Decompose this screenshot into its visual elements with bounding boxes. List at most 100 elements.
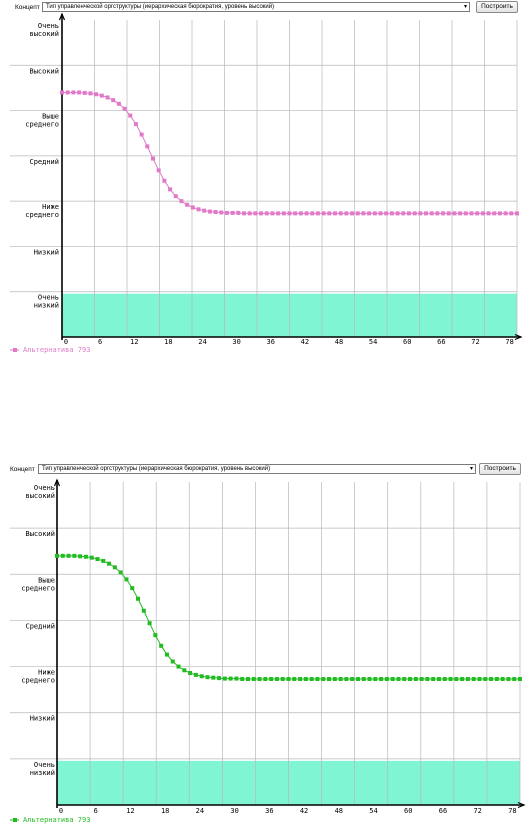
data-point <box>222 676 227 681</box>
data-point <box>361 211 366 216</box>
data-point <box>408 677 413 682</box>
data-point <box>130 586 135 591</box>
data-point <box>213 210 218 215</box>
y-tick-label: Очень низкий <box>30 761 55 777</box>
chart: Очень высокий Высокий Выше среднего Средний Ни… <box>10 12 523 354</box>
concept-label: Концепт <box>15 4 40 11</box>
x-tick-label: 6 <box>98 338 102 346</box>
data-point <box>338 211 343 216</box>
data-point <box>367 211 372 216</box>
data-point <box>454 677 459 682</box>
data-point <box>344 211 349 216</box>
data-point <box>182 668 187 673</box>
data-point <box>506 677 511 682</box>
data-point <box>153 633 158 638</box>
data-point <box>159 643 164 648</box>
data-point <box>217 676 222 681</box>
x-tick-label: 66 <box>437 338 445 346</box>
x-tick-label: 0 <box>59 807 63 815</box>
data-point <box>107 561 112 566</box>
data-point <box>446 211 451 216</box>
chart-panel-2: Концепт Тип управленческой оргструктуры … <box>0 462 529 828</box>
data-point <box>253 211 258 216</box>
data-point <box>55 553 59 558</box>
data-point <box>77 90 82 95</box>
data-point <box>396 677 401 682</box>
x-tick-label: 54 <box>369 338 377 346</box>
x-tick-label: 48 <box>335 807 343 815</box>
data-point <box>94 92 99 97</box>
data-point <box>389 211 394 216</box>
data-point <box>412 211 417 216</box>
x-tick-label: 60 <box>403 338 411 346</box>
data-point <box>286 677 291 682</box>
data-point <box>168 187 173 192</box>
data-point <box>333 211 337 216</box>
data-point <box>492 211 497 216</box>
y-tick-label: Низкий <box>34 248 59 256</box>
data-point <box>465 677 470 682</box>
data-point <box>315 211 320 216</box>
x-tick-label: 42 <box>300 807 308 815</box>
y-axis-arrow <box>58 12 66 21</box>
data-point <box>441 211 446 216</box>
legend-marker <box>13 818 17 822</box>
concept-select-value: Тип управленческой оргструктуры (иерархи… <box>46 4 275 10</box>
x-tick-label: 48 <box>335 338 343 346</box>
data-point <box>88 91 93 96</box>
legend-label: Альтернатива 793 <box>23 816 90 824</box>
data-point <box>242 211 246 216</box>
y-tick-label: Выше среднего <box>21 576 55 592</box>
data-point <box>147 621 152 626</box>
data-point <box>378 211 383 216</box>
data-point <box>156 168 161 173</box>
data-point <box>196 207 201 212</box>
data-point <box>141 608 146 613</box>
data-point <box>425 677 430 682</box>
build-button[interactable]: Построить <box>479 463 521 475</box>
data-point <box>274 677 279 682</box>
chevron-down-icon: ▾ <box>463 4 467 10</box>
data-point <box>355 677 360 682</box>
concept-select[interactable]: Тип управленческой оргструктуры (иерархи… <box>42 2 470 12</box>
data-point <box>503 211 508 216</box>
data-point <box>111 98 116 103</box>
data-point <box>379 677 384 682</box>
data-point <box>355 211 360 216</box>
build-button[interactable]: Построить <box>476 1 518 13</box>
data-point <box>515 211 519 216</box>
x-tick-label: 6 <box>94 807 98 815</box>
x-tick-label: 24 <box>196 807 204 815</box>
x-tick-label: 54 <box>369 807 377 815</box>
data-point <box>188 671 193 676</box>
data-point <box>419 677 424 682</box>
data-point <box>471 677 476 682</box>
y-tick-label: Средний <box>25 622 55 630</box>
concept-select[interactable]: Тип управленческой оргструктуры (иерархи… <box>38 464 476 474</box>
data-point <box>207 209 212 214</box>
data-point <box>460 677 465 682</box>
x-tick-label: 72 <box>471 338 479 346</box>
chevron-down-icon: ▾ <box>469 466 473 472</box>
y-tick-label: Низкий <box>30 715 55 723</box>
y-tick-label: Высокий <box>29 67 59 75</box>
data-point <box>384 211 389 216</box>
data-point <box>280 677 285 682</box>
data-point <box>176 664 181 669</box>
data-point <box>372 211 377 216</box>
data-point <box>236 210 241 215</box>
data-point <box>199 674 204 679</box>
data-point <box>298 211 303 216</box>
data-point <box>310 211 315 216</box>
data-point <box>292 677 297 682</box>
data-point <box>483 677 488 682</box>
data-point <box>72 553 77 558</box>
data-point <box>251 677 256 682</box>
data-point <box>65 90 70 95</box>
data-point <box>269 677 274 682</box>
y-axis-arrow <box>53 478 61 487</box>
data-point <box>95 557 100 562</box>
y-tick-label: Высокий <box>25 530 55 538</box>
toolbar: Концепт Тип управленческой оргструктуры … <box>0 0 529 18</box>
data-point <box>105 95 110 100</box>
